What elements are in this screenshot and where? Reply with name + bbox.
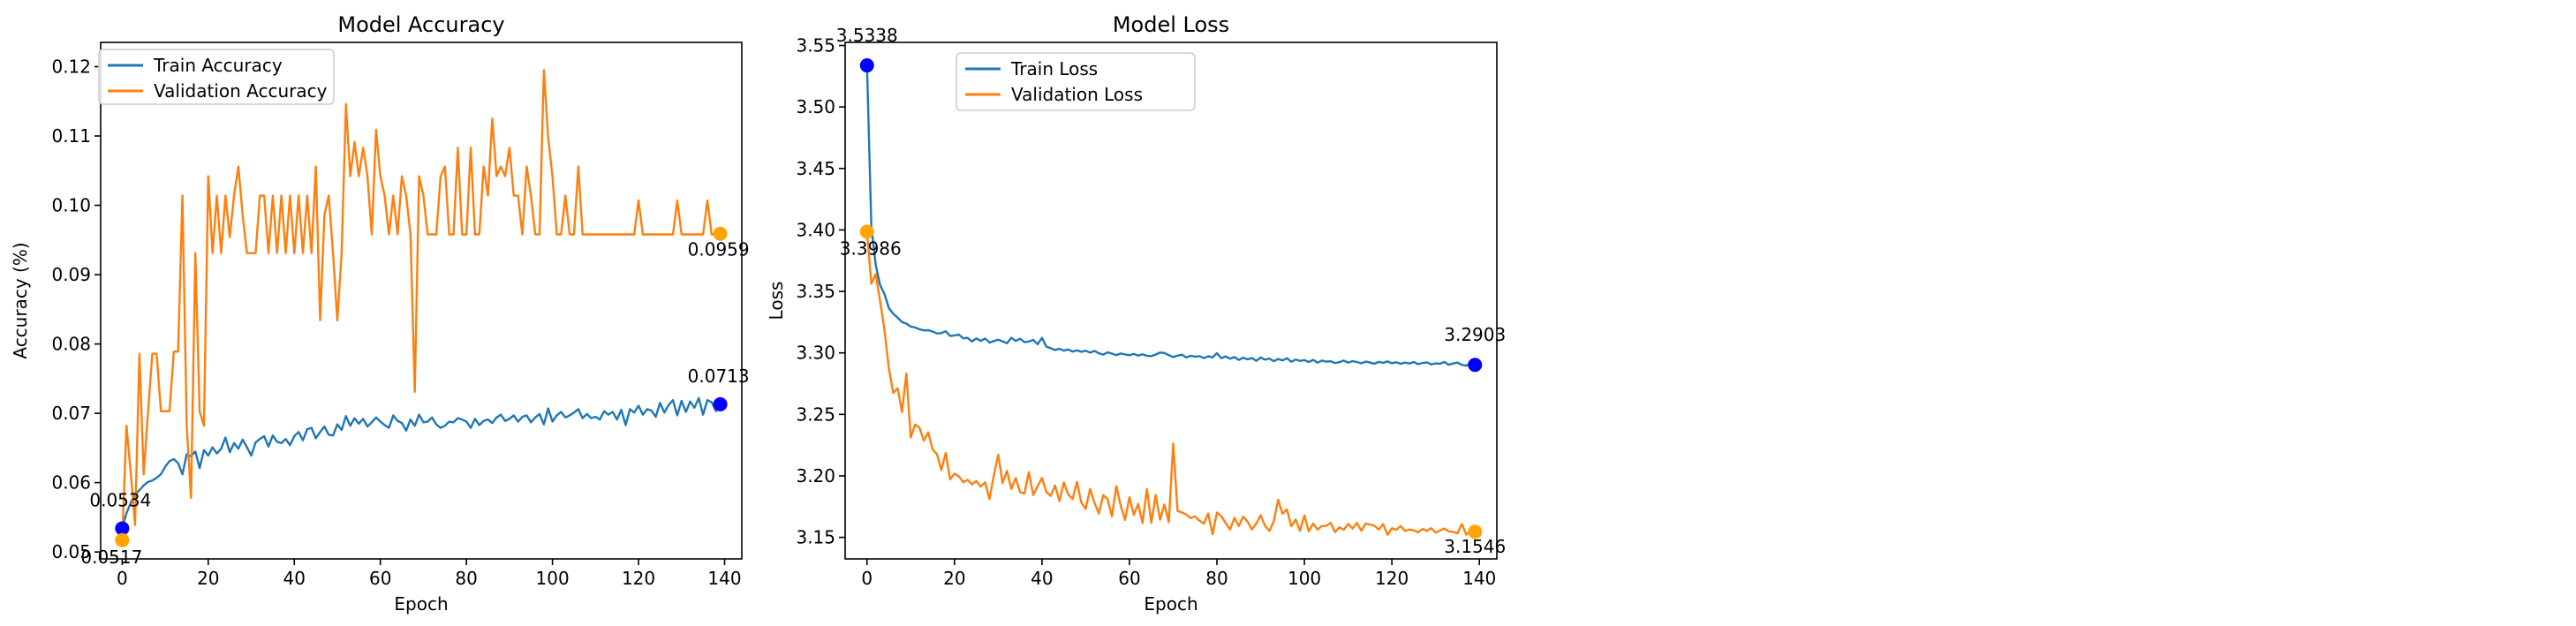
x-tick-label: 20 xyxy=(943,568,965,589)
plot-frame xyxy=(844,41,1498,560)
x-tick-label: 80 xyxy=(455,568,477,589)
end-value-label: 0.0959 xyxy=(688,239,750,260)
y-tick-label: 3.15 xyxy=(796,527,835,548)
chart-title: Model Accuracy xyxy=(337,12,504,37)
y-tick-label: 3.45 xyxy=(796,158,835,179)
x-tick-label: 100 xyxy=(1288,568,1321,589)
y-tick-label: 0.08 xyxy=(51,334,91,355)
y-axis-label: Accuracy (%) xyxy=(10,242,31,358)
legend-entry-label: Train Accuracy xyxy=(153,55,283,76)
start-value-label: 3.3986 xyxy=(840,238,902,259)
end-point-marker xyxy=(713,226,728,241)
legend-entry-label: Validation Loss xyxy=(1011,84,1143,105)
legend: Train Accuracy Validation Accuracy xyxy=(98,49,335,105)
accuracy-chart: 0.0534 0.0713 0.0517 0.0959 0 20 40 60 80 100 120 1… xyxy=(10,12,750,615)
legend-entry-label: Validation Accuracy xyxy=(154,80,328,102)
x-tick-label: 140 xyxy=(707,568,741,589)
y-tick-label: 3.35 xyxy=(796,281,835,302)
series-line-train-loss xyxy=(865,65,1476,367)
x-tick-label: 20 xyxy=(197,568,219,589)
y-axis-label: Loss xyxy=(766,282,787,321)
legend-box xyxy=(956,52,1196,111)
y-tick-label: 0.07 xyxy=(51,403,91,424)
x-tick-label: 120 xyxy=(1375,568,1409,589)
y-tick-label: 0.09 xyxy=(51,264,91,285)
y-tick-label: 3.50 xyxy=(796,96,835,117)
start-point-marker xyxy=(859,58,874,73)
y-tick-label: 3.30 xyxy=(796,343,835,364)
legend-entry-label: Train Loss xyxy=(1010,58,1098,79)
end-value-label: 3.2903 xyxy=(1444,324,1506,345)
y-tick-label: 3.25 xyxy=(796,404,835,425)
series-line-validation-loss xyxy=(865,231,1476,536)
x-tick-label: 0 xyxy=(117,568,128,589)
start-point-marker xyxy=(859,224,874,239)
start-point-marker xyxy=(115,532,130,547)
plot-frame xyxy=(100,41,743,560)
x-tick-label: 60 xyxy=(369,568,391,589)
x-tick-label: 140 xyxy=(1462,568,1496,589)
x-axis-label: Epoch xyxy=(394,593,448,615)
start-point-marker xyxy=(115,521,130,536)
start-value-label: 0.0534 xyxy=(89,489,151,510)
y-tick-label: 0.12 xyxy=(51,56,91,77)
y-tick-label: 3.55 xyxy=(796,34,835,56)
legend-box xyxy=(98,49,335,105)
y-tick-label: 0.10 xyxy=(51,195,91,216)
legend: Train Loss Validation Loss xyxy=(956,52,1196,111)
end-point-marker xyxy=(1468,524,1483,539)
chart-title: Model Loss xyxy=(1113,12,1229,37)
end-point-marker xyxy=(1468,358,1483,373)
x-tick-label: 40 xyxy=(1031,568,1053,589)
end-point-marker xyxy=(713,396,728,411)
y-tick-label: 0.05 xyxy=(51,541,91,562)
x-tick-label: 40 xyxy=(283,568,306,589)
y-tick-label: 3.40 xyxy=(796,219,835,240)
y-tick-label: 0.06 xyxy=(51,472,91,494)
x-tick-label: 120 xyxy=(622,568,655,589)
x-axis-label: Epoch xyxy=(1144,593,1197,615)
x-tick-label: 60 xyxy=(1118,568,1140,589)
start-value-label: 0.0517 xyxy=(80,547,142,568)
x-tick-label: 0 xyxy=(861,568,873,589)
series-line-train-accuracy xyxy=(121,396,721,529)
y-tick-label: 3.20 xyxy=(796,465,835,486)
end-value-label: 3.1546 xyxy=(1444,536,1506,557)
series-line-validation-accuracy xyxy=(121,69,721,540)
y-tick-label: 0.11 xyxy=(51,125,91,147)
x-tick-label: 100 xyxy=(536,568,570,589)
end-value-label: 0.0713 xyxy=(688,366,750,387)
x-tick-label: 80 xyxy=(1205,568,1228,589)
